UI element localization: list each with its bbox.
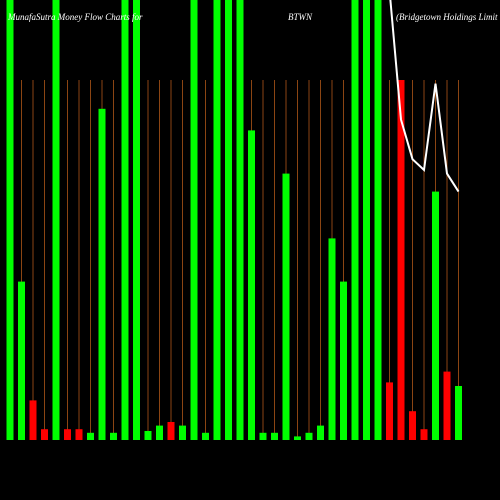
bar [156, 425, 163, 440]
bar [432, 191, 439, 440]
bar [190, 0, 198, 440]
bar [87, 432, 94, 440]
ticker: BTWN [288, 12, 313, 22]
company-name: (Bridgetown Holdings Limit [396, 12, 498, 22]
bar [409, 411, 416, 440]
bar [328, 238, 336, 440]
bar [225, 0, 232, 440]
bar [455, 386, 462, 440]
bar [75, 429, 83, 440]
bar [374, 0, 382, 440]
bar [351, 0, 359, 440]
bar [179, 425, 186, 440]
bar [202, 432, 209, 440]
bar [294, 436, 301, 440]
bar [121, 0, 129, 440]
bar [29, 400, 37, 440]
bar [6, 0, 14, 440]
bar [317, 425, 324, 440]
bar [282, 173, 290, 440]
bar [18, 281, 25, 440]
bar [443, 371, 451, 440]
bar [248, 130, 255, 440]
bar [98, 108, 106, 440]
bar [213, 0, 221, 440]
bar [167, 422, 175, 440]
bar [340, 281, 347, 440]
bar [236, 0, 244, 440]
bar [386, 382, 393, 440]
bar [259, 432, 267, 440]
bar [110, 432, 117, 440]
bar [271, 432, 278, 440]
bar [397, 80, 405, 440]
bar [363, 0, 370, 440]
bar [133, 0, 140, 440]
flow-line [389, 0, 460, 193]
bar [144, 431, 152, 440]
bar [52, 0, 60, 440]
bar [41, 429, 48, 440]
bar [420, 429, 428, 440]
bar [305, 432, 313, 440]
bar [64, 429, 71, 440]
chart-title: MunafaSutra Money Flow Charts for [7, 12, 143, 22]
